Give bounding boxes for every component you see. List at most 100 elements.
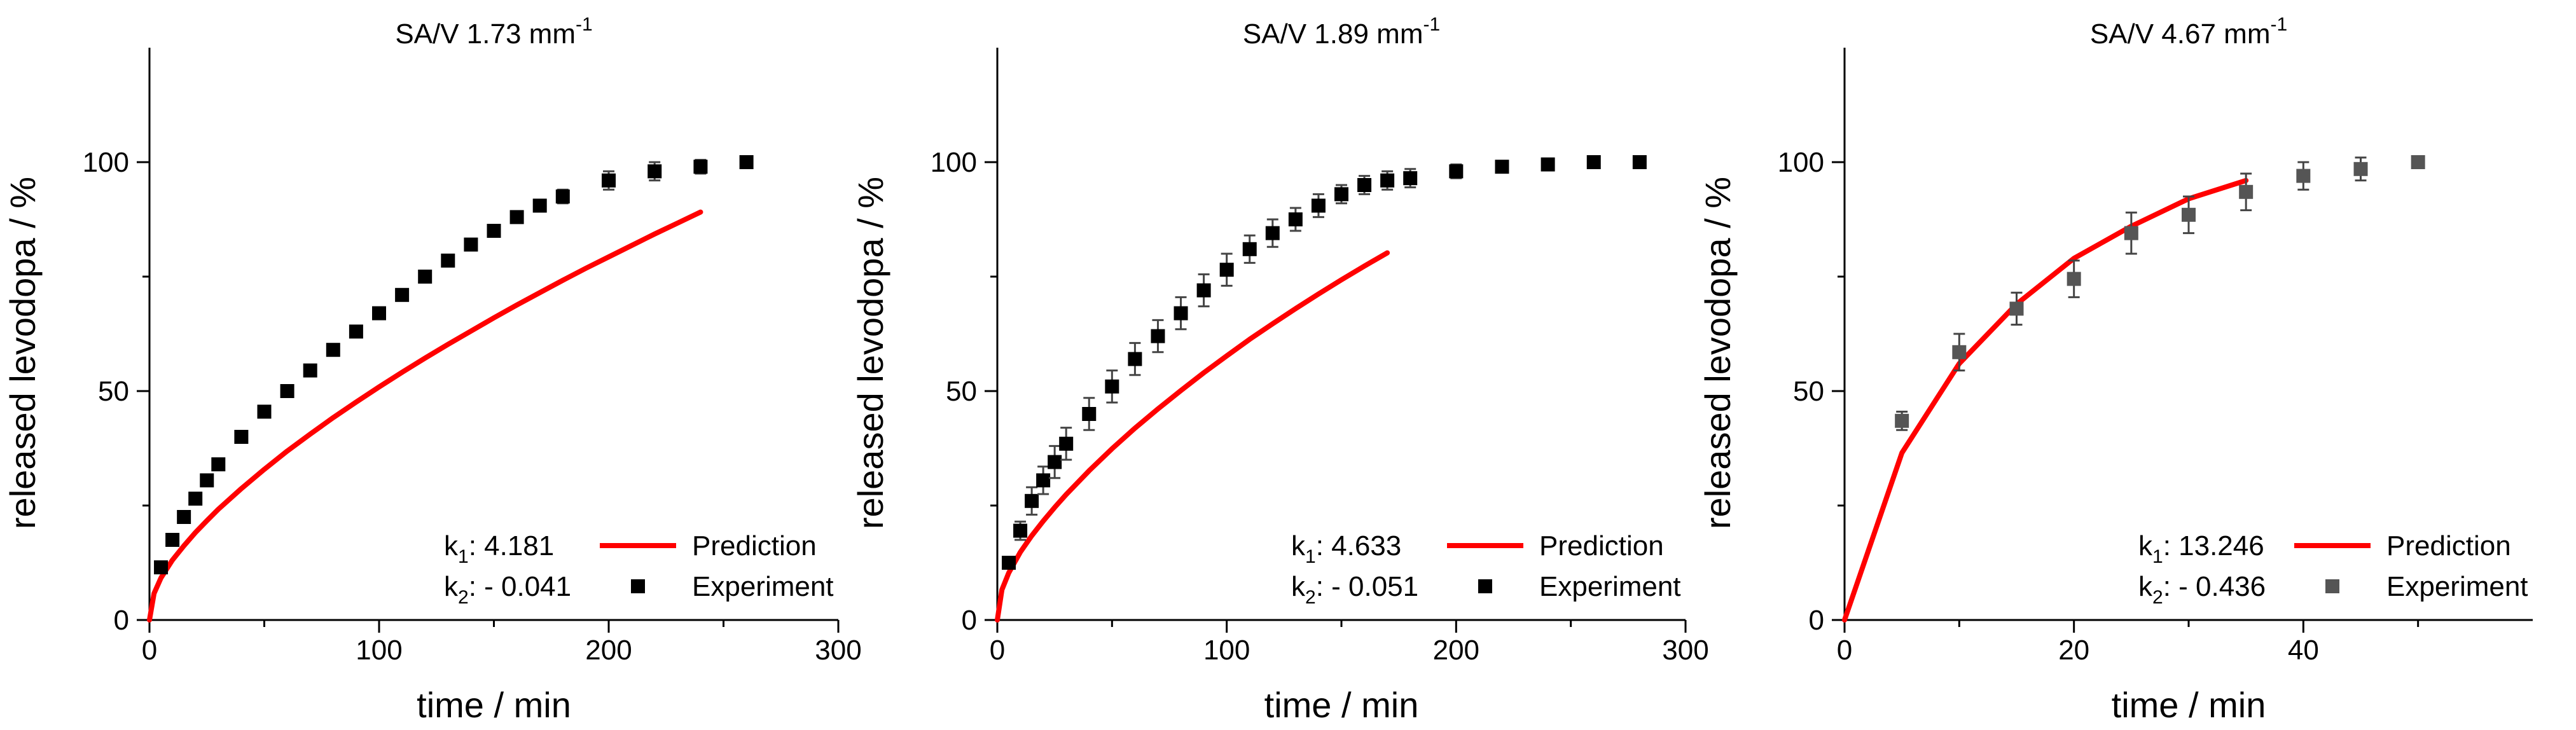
legend-label-prediction: Prediction <box>1539 530 1664 561</box>
legend-label-experiment: Experiment <box>2386 571 2528 602</box>
y-tick-label: 100 <box>931 147 977 178</box>
x-tick-label: 200 <box>585 635 632 666</box>
experiment-point <box>1025 493 1039 508</box>
x-tick-label: 0 <box>1837 635 1852 666</box>
experiment-point <box>441 253 455 268</box>
k-annotation-base: k <box>1291 571 1306 602</box>
experiment-point <box>211 457 226 472</box>
experiment-point <box>509 210 524 224</box>
k-annotation-base: k <box>1291 530 1306 561</box>
experiment-point <box>464 237 478 252</box>
experiment-point <box>395 287 410 302</box>
y-tick-label: 50 <box>946 376 977 407</box>
experiment-point <box>2296 169 2311 183</box>
experiment-point <box>739 155 754 169</box>
prediction-line <box>995 250 1390 623</box>
chart-title: SA/V 1.73 mm-1 <box>395 14 592 50</box>
k-annotation-subscript: 2 <box>2152 587 2163 608</box>
legend-swatch-experiment <box>2325 579 2339 593</box>
x-tick-label: 40 <box>2288 635 2319 666</box>
k-annotation-value: : - 0.041 <box>469 571 571 602</box>
chart-title-text: SA/V 1.73 mm <box>395 18 576 50</box>
experiment-point <box>1048 455 1062 469</box>
experiment-point <box>177 510 191 524</box>
chart-panel-3: 0 20 40 0 50 100 SA/V 4.67 mm-1 time / min relea… <box>1698 14 2533 725</box>
y-tick-label: 100 <box>83 147 129 178</box>
experiment-point <box>1265 226 1280 240</box>
experiment-point <box>532 198 547 213</box>
x-tick-label: 100 <box>356 635 402 666</box>
experiment-point <box>1002 556 1016 570</box>
x-tick-label: 0 <box>990 635 1005 666</box>
x-tick-label: 100 <box>1203 635 1250 666</box>
legend-label-experiment: Experiment <box>1539 571 1681 602</box>
legend-label-prediction: Prediction <box>692 530 817 561</box>
experiment-point <box>2124 226 2138 240</box>
experiment-point <box>2182 207 2196 222</box>
chart-title-text: SA/V 4.67 mm <box>2090 18 2271 50</box>
experiment-point <box>1059 436 1074 451</box>
k-annotation-1: k1: 13.246 <box>2138 530 2264 567</box>
experiment-point <box>349 324 363 339</box>
experiment-point <box>418 270 433 284</box>
k-annotation-1: k1: 4.181 <box>444 530 554 567</box>
x-axis-label: time / min <box>2112 685 2266 725</box>
chart-title-text: SA/V 1.89 mm <box>1243 18 1423 50</box>
k-annotation-value: : 13.246 <box>2163 530 2264 561</box>
experiment-point <box>1105 379 1119 394</box>
experiment-point <box>1128 352 1142 366</box>
experiment-point <box>1013 523 1028 538</box>
chart-panel-1: 0 100 200 300 0 50 100 SA/V 1.73 mm-1 time / min… <box>3 14 862 725</box>
experiment-point <box>602 173 616 188</box>
x-tick-label: 200 <box>1433 635 1479 666</box>
experiment-point <box>280 384 294 398</box>
experiment-point <box>154 560 169 575</box>
y-axis-label: released levodopa / % <box>1698 177 1738 529</box>
legend-label-experiment: Experiment <box>692 571 834 602</box>
k-annotation-2: k2: - 0.436 <box>2138 571 2266 608</box>
k-annotation-base: k <box>2138 571 2153 602</box>
experiment-point <box>1151 329 1165 343</box>
experiment-point <box>1952 345 1967 359</box>
chart-title-superscript: -1 <box>576 14 593 35</box>
experiment-point <box>1288 212 1303 226</box>
experiment-point <box>1895 413 1909 428</box>
chart-title: SA/V 4.67 mm-1 <box>2090 14 2287 50</box>
experiment-point <box>257 404 272 419</box>
experiment-point <box>1311 198 1326 213</box>
experiment-point <box>647 164 662 179</box>
chart-title: SA/V 1.89 mm-1 <box>1243 14 1440 50</box>
experiment-point <box>1403 171 1418 186</box>
k-annotation-base: k <box>2138 530 2153 561</box>
experiment-point <box>487 224 501 238</box>
k-annotation-base: k <box>444 571 459 602</box>
k-annotation-subscript: 2 <box>458 587 469 608</box>
k-annotation-value: : 4.633 <box>1316 530 1402 561</box>
legend-label-prediction: Prediction <box>2386 530 2511 561</box>
experiment-point <box>2009 301 2024 316</box>
experiment-point <box>1219 263 1234 277</box>
experiment-point <box>200 473 214 488</box>
y-tick-label: 50 <box>1793 376 1824 407</box>
legend-swatch-experiment <box>631 579 645 593</box>
experiment-point <box>372 306 386 320</box>
chart-panel-2: 0 100 200 300 0 50 100 SA/V 1.89 mm-1 time / min… <box>850 14 1709 725</box>
x-tick-label: 300 <box>815 635 861 666</box>
experiment-point <box>2239 184 2254 199</box>
y-tick-label: 100 <box>1778 147 1824 178</box>
prediction-line <box>147 209 703 623</box>
experiment-point <box>693 160 708 174</box>
experiment-point <box>165 533 180 547</box>
k-annotation-value: : - 0.051 <box>1316 571 1418 602</box>
k-annotation-2: k2: - 0.041 <box>444 571 571 608</box>
x-tick-label: 300 <box>1662 635 1708 666</box>
experiment-point <box>303 363 317 378</box>
experiment-point <box>1586 155 1601 169</box>
experiment-point <box>1632 155 1647 169</box>
y-tick-label: 0 <box>114 605 129 636</box>
k-annotation-1: k1: 4.633 <box>1291 530 1401 567</box>
chart-title-superscript: -1 <box>1423 14 1440 35</box>
y-tick-label: 50 <box>98 376 129 407</box>
x-tick-label: 0 <box>142 635 157 666</box>
